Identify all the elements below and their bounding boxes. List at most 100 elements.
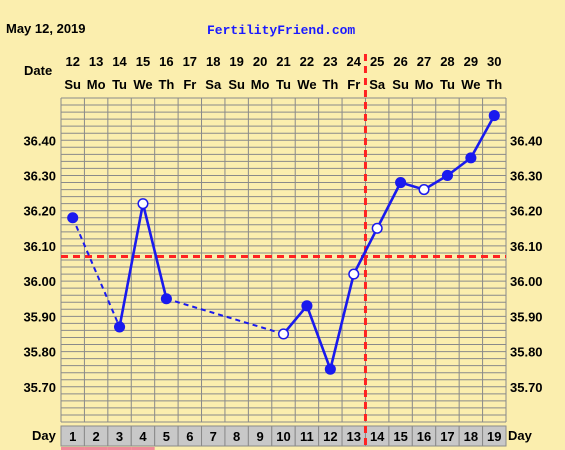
temperature-segment bbox=[282, 304, 308, 335]
date-tick-label: 27 bbox=[417, 54, 431, 69]
cycle-day-cells bbox=[60, 425, 507, 447]
temperature-segment bbox=[352, 227, 379, 275]
period-marker bbox=[107, 447, 132, 450]
temperature-segment bbox=[329, 273, 356, 370]
temperature-point bbox=[114, 321, 126, 333]
date-tick-label: 12 bbox=[65, 54, 79, 69]
temperature-point bbox=[395, 176, 407, 189]
y-tick-label-right: 36.10 bbox=[510, 239, 543, 254]
cycle-day-label: 8 bbox=[233, 429, 240, 444]
cycle-day-label: 1 bbox=[69, 429, 76, 444]
date-tick-label: 18 bbox=[206, 54, 220, 69]
day-row-label: Day bbox=[32, 428, 56, 443]
temperature-point bbox=[418, 184, 430, 196]
date-tick-label: 30 bbox=[487, 54, 501, 69]
cycle-day-label: 13 bbox=[347, 429, 361, 444]
temperature-point bbox=[67, 212, 79, 224]
cycle-day-label: 14 bbox=[370, 429, 385, 444]
date-tick-label: 23 bbox=[323, 54, 337, 69]
temperature-point bbox=[465, 152, 477, 164]
temperature-segment bbox=[71, 217, 121, 328]
cycle-day-label: 5 bbox=[163, 429, 170, 444]
date-tick-label: 21 bbox=[276, 54, 290, 69]
cycle-day-label: 10 bbox=[276, 429, 290, 444]
date-tick-label: 13 bbox=[89, 54, 103, 69]
y-tick-label-left: 36.20 bbox=[23, 204, 56, 219]
weekday-tick-label: Fr bbox=[183, 77, 196, 92]
temperature-segment bbox=[376, 181, 402, 229]
temperature-point bbox=[301, 300, 313, 312]
weekday-tick-label: Su bbox=[228, 77, 245, 92]
weekday-tick-label: Sa bbox=[369, 77, 386, 92]
axis-labels: 35.70 35.70 35.80 35.80 35.90 35.90 36.00 36.00… bbox=[23, 54, 542, 444]
grid bbox=[60, 97, 507, 423]
temperature-segment bbox=[305, 305, 332, 370]
cycle-day-label: 2 bbox=[93, 429, 100, 444]
chart-date: May 12, 2019 bbox=[6, 21, 86, 36]
date-row-label: Date bbox=[24, 63, 53, 78]
weekday-tick-label: We bbox=[297, 77, 316, 92]
period-marker bbox=[131, 447, 155, 450]
y-tick-label-left: 35.80 bbox=[23, 345, 56, 360]
cycle-day-label: 7 bbox=[210, 429, 217, 444]
weekday-tick-label: Sa bbox=[205, 77, 222, 92]
weekday-tick-label: Tu bbox=[440, 77, 455, 92]
weekday-tick-label: Th bbox=[322, 77, 338, 92]
y-tick-label-left: 36.30 bbox=[23, 168, 56, 183]
temperature-segment bbox=[469, 114, 496, 159]
period-markers bbox=[61, 447, 155, 450]
date-tick-label: 22 bbox=[300, 54, 314, 69]
date-tick-label: 25 bbox=[370, 54, 384, 69]
weekday-tick-label: Fr bbox=[347, 77, 360, 92]
cycle-day-label: 3 bbox=[116, 429, 123, 444]
temperature-point bbox=[371, 222, 383, 234]
temperature-point bbox=[441, 169, 453, 182]
cycle-day-label: 17 bbox=[440, 429, 454, 444]
temperature-point bbox=[137, 198, 149, 210]
y-tick-label-right: 35.80 bbox=[510, 345, 543, 360]
cycle-day-cell bbox=[482, 425, 507, 447]
date-tick-label: 19 bbox=[229, 54, 243, 69]
weekday-tick-label: Su bbox=[64, 77, 81, 92]
cycle-day-label: 4 bbox=[139, 429, 147, 444]
y-tick-label-right: 35.90 bbox=[510, 309, 543, 324]
period-marker bbox=[61, 447, 85, 450]
y-tick-label-right: 36.00 bbox=[510, 274, 543, 289]
cycle-day-label: 12 bbox=[323, 429, 337, 444]
cycle-day-label: 6 bbox=[186, 429, 193, 444]
y-tick-label-left: 36.00 bbox=[23, 274, 56, 289]
weekday-tick-label: Th bbox=[158, 77, 174, 92]
y-tick-label-right: 35.70 bbox=[510, 380, 543, 395]
site-name: FertilityFriend.com bbox=[207, 23, 356, 38]
temperature-segment bbox=[118, 203, 145, 328]
temperature-segment bbox=[166, 297, 284, 335]
y-tick-label-left: 35.90 bbox=[23, 309, 56, 324]
day-row-label-right: Day bbox=[508, 428, 532, 443]
weekday-tick-label: Mo bbox=[251, 77, 270, 92]
weekday-tick-label: Su bbox=[392, 77, 409, 92]
temperature-point bbox=[348, 268, 360, 280]
weekday-tick-label: We bbox=[461, 77, 480, 92]
cycle-day-label: 15 bbox=[393, 429, 407, 444]
weekday-tick-label: Mo bbox=[87, 77, 106, 92]
date-tick-label: 29 bbox=[464, 54, 478, 69]
date-tick-label: 17 bbox=[183, 54, 197, 69]
y-tick-label-right: 36.30 bbox=[510, 168, 543, 183]
y-tick-label-right: 36.40 bbox=[510, 133, 543, 148]
date-tick-label: 15 bbox=[136, 54, 150, 69]
cycle-day-label: 16 bbox=[417, 429, 431, 444]
temperature-point bbox=[488, 110, 500, 122]
weekday-tick-label: Tu bbox=[112, 77, 127, 92]
cycle-day-label: 9 bbox=[256, 429, 263, 444]
date-tick-label: 26 bbox=[393, 54, 407, 69]
weekday-tick-label: Mo bbox=[415, 77, 434, 92]
temperature-point bbox=[160, 293, 172, 305]
date-tick-label: 14 bbox=[112, 54, 127, 69]
date-tick-label: 24 bbox=[347, 54, 362, 69]
date-tick-label: 28 bbox=[440, 54, 454, 69]
temperature-points bbox=[67, 110, 500, 375]
weekday-tick-label: Tu bbox=[276, 77, 291, 92]
date-tick-label: 16 bbox=[159, 54, 173, 69]
